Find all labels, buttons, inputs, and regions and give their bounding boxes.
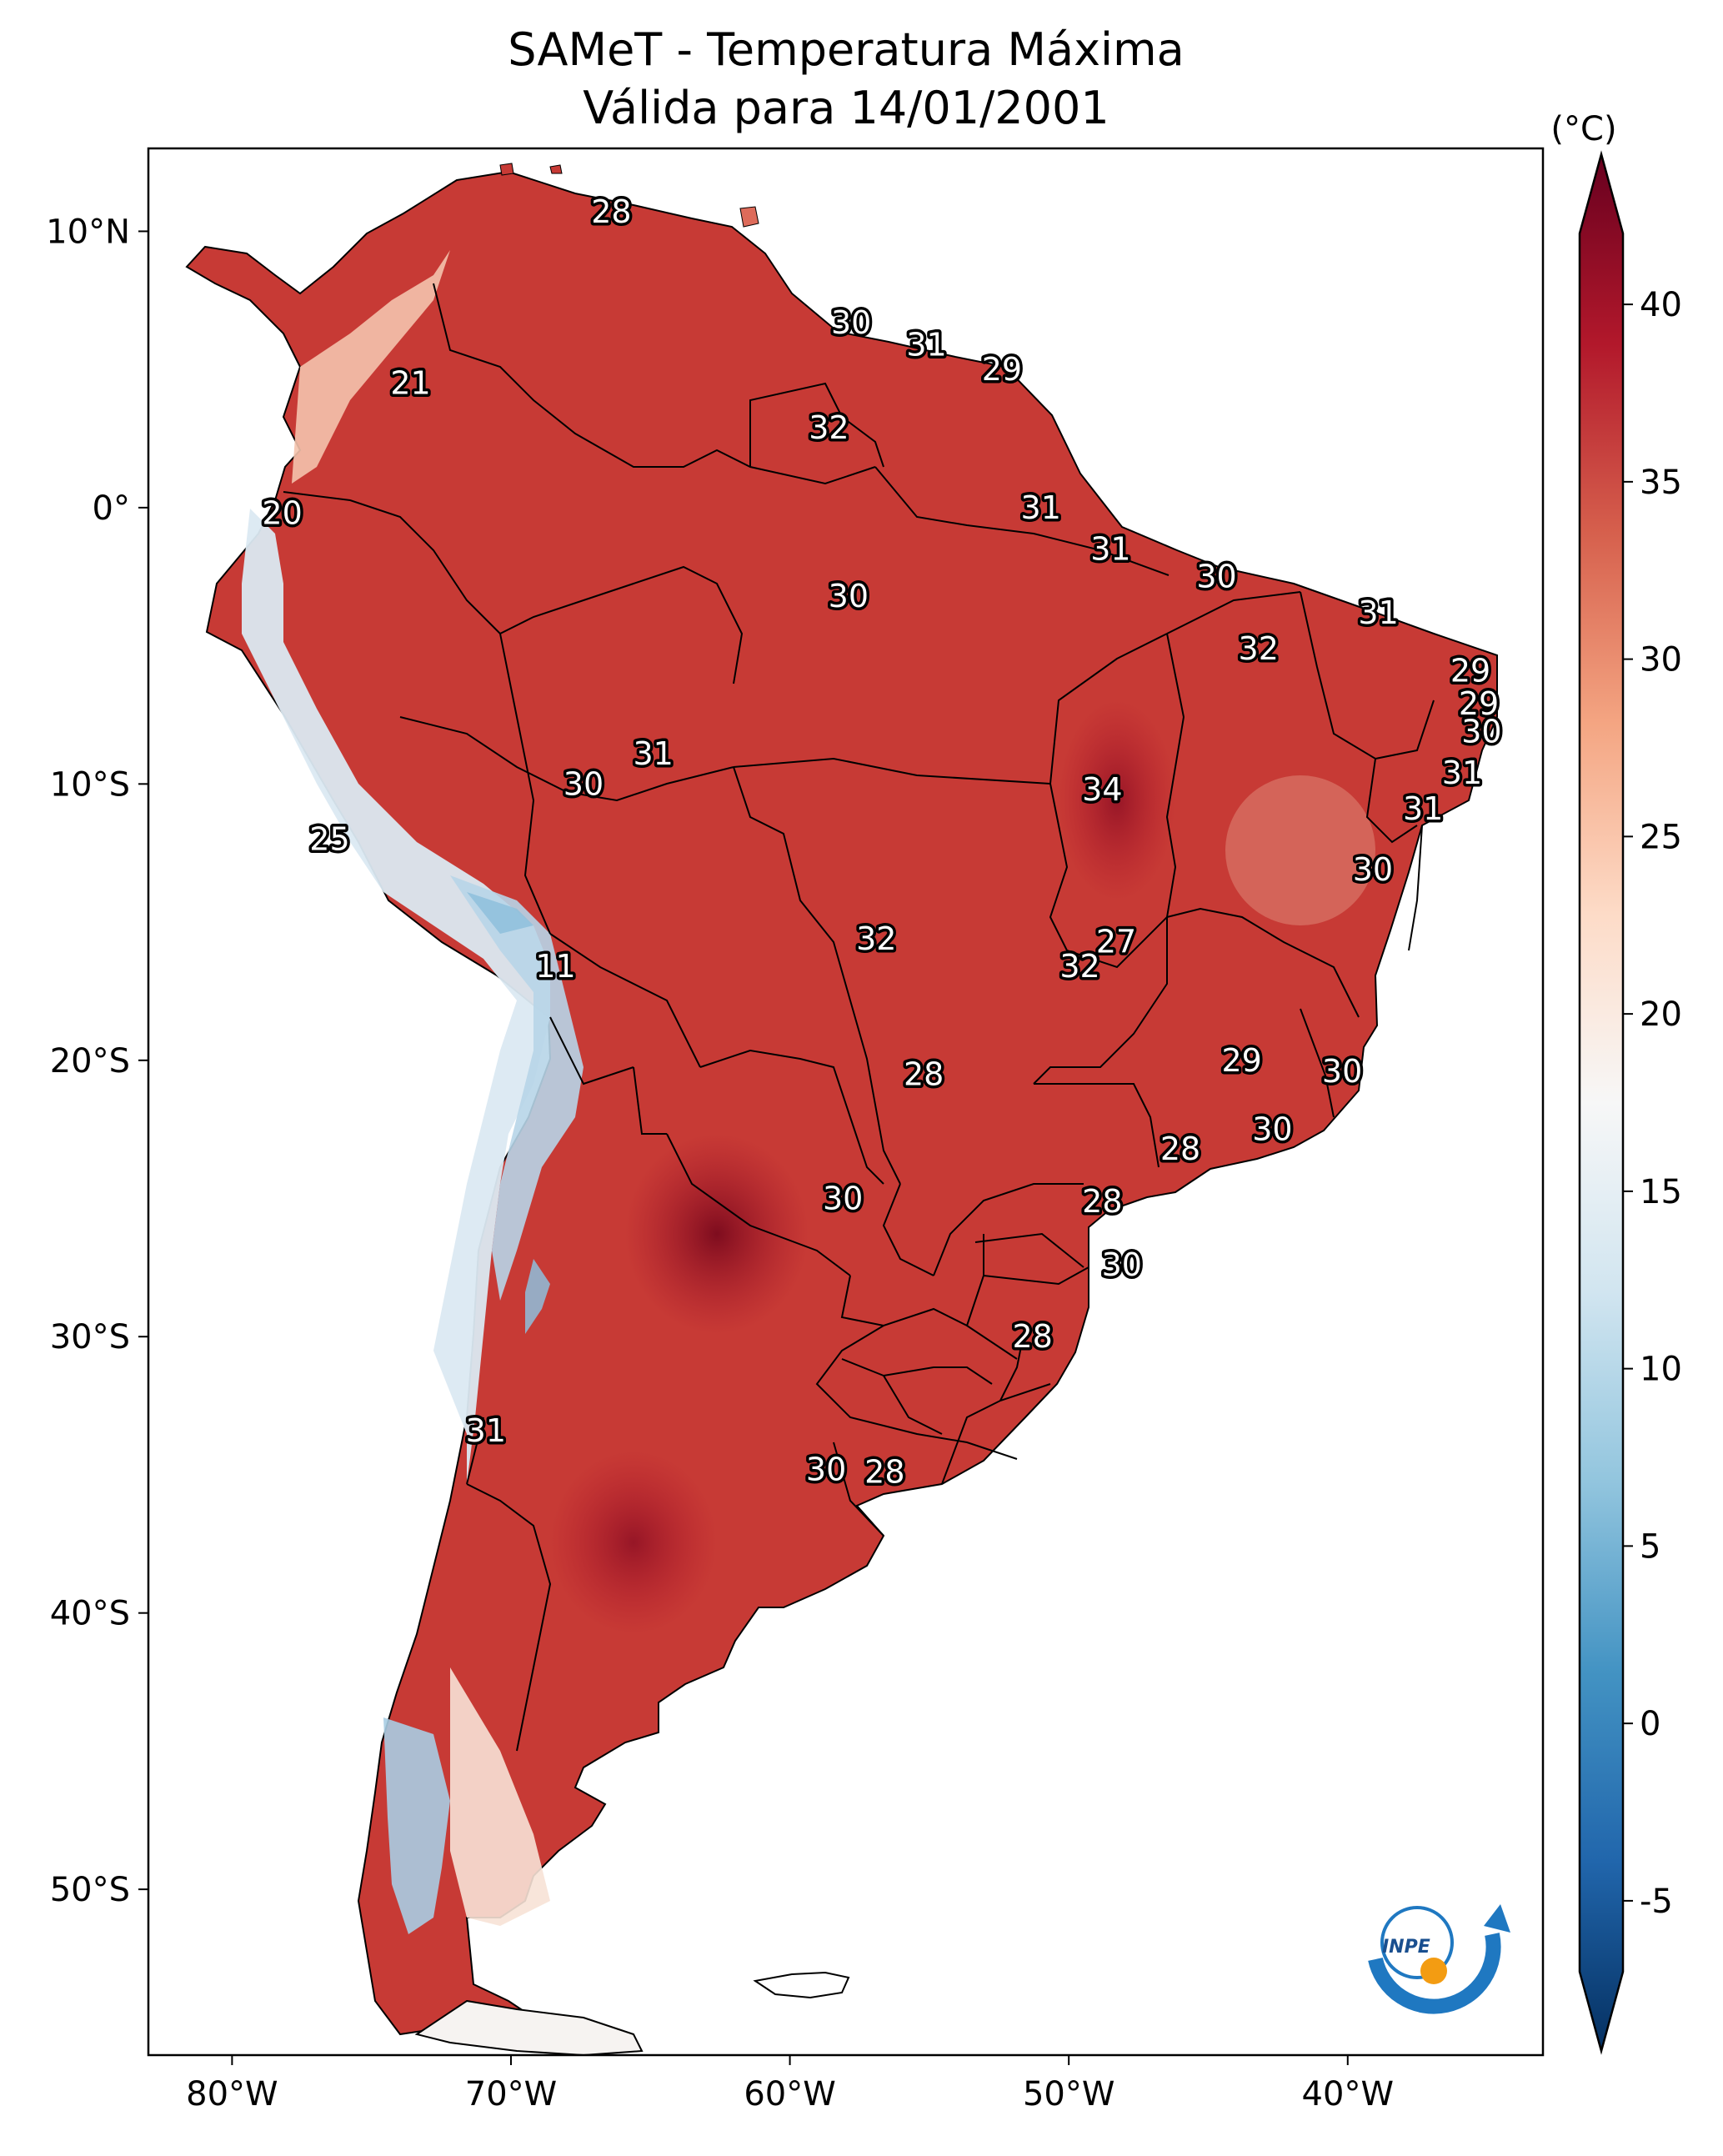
- contour-label: 31: [1090, 531, 1130, 568]
- lon-tick-label: 50°W: [1023, 2075, 1114, 2113]
- chaco-hotspot: [625, 1134, 809, 1334]
- contour-label: 30: [1196, 559, 1236, 595]
- patagonia-cold: [383, 1717, 450, 1934]
- lon-tick-label: 40°W: [1302, 2075, 1394, 2113]
- contour-label: 29: [1459, 685, 1499, 722]
- colorbar-ticks: 40 35 30 25 20 15 10 5 0 -5: [1623, 286, 1682, 1921]
- lat-tick-label: 40°S: [50, 1595, 130, 1633]
- colorbar-tick-label: 10: [1640, 1351, 1682, 1389]
- contour-label: 30: [831, 304, 871, 341]
- contour-label: 28: [591, 193, 631, 230]
- contour-label: 20: [262, 495, 302, 532]
- contour-label: 28: [1013, 1318, 1053, 1355]
- contour-label: 30: [806, 1451, 846, 1487]
- contour-label: 31: [1403, 790, 1443, 827]
- lat-tick-label: 10°S: [50, 765, 130, 804]
- contour-label: 32: [856, 920, 896, 957]
- lat-tick-label: 50°S: [50, 1871, 130, 1909]
- tierra-del-fuego: [414, 1999, 644, 2055]
- contour-label: 34: [1082, 771, 1122, 808]
- contour-label: 31: [633, 735, 673, 772]
- lon-tick-label: 70°W: [465, 2075, 557, 2113]
- lat-tick-label: 10°N: [46, 213, 130, 251]
- colorbar: 40 35 30 25 20 15 10 5 0 -5 (°C): [1550, 110, 1682, 2055]
- contour-label: 11: [535, 948, 575, 985]
- contour-label: 30: [823, 1181, 863, 1217]
- contour-label: 30: [1322, 1053, 1362, 1090]
- inpe-logo-sun-icon: [1420, 1958, 1447, 1984]
- contour-label: 29: [1450, 652, 1490, 689]
- colorbar-body: [1578, 150, 1625, 2055]
- contour-label: 32: [1059, 948, 1099, 985]
- andes-cold-band: [242, 509, 550, 1484]
- inpe-logo-orbit-icon: [1380, 1906, 1454, 1979]
- lat-tick-label: 20°S: [50, 1042, 130, 1081]
- longitude-ticks: 80°W 70°W 60°W 50°W 40°W: [186, 2055, 1394, 2113]
- contour-label: 31: [906, 326, 946, 363]
- inpe-logo-text: INPE: [1382, 1937, 1430, 1958]
- falkland-islands: [753, 1971, 850, 1999]
- contour-label: 28: [1082, 1183, 1122, 1220]
- contour-label: 31: [466, 1412, 506, 1449]
- lat-tick-label: 30°S: [50, 1318, 130, 1356]
- colorbar-tick-label: 30: [1640, 641, 1682, 679]
- political-boundaries: [283, 283, 1435, 1752]
- contour-label: 30: [1353, 851, 1393, 888]
- colorbar-tick-label: -5: [1640, 1883, 1673, 1921]
- contour-label: 21: [390, 365, 430, 402]
- colorbar-tick-label: 25: [1640, 818, 1682, 856]
- colorbar-tick-label: 35: [1640, 464, 1682, 502]
- inpe-logo-arrow-icon: [1484, 1904, 1510, 1933]
- altiplano-cold: [450, 875, 584, 1301]
- patagonia-cool: [450, 1667, 550, 1926]
- contour-label: 29: [1221, 1042, 1261, 1079]
- bahia-cooler: [1225, 775, 1375, 925]
- contour-label: 28: [904, 1055, 944, 1092]
- pampas-hotspot: [550, 1451, 717, 1634]
- contour-label: 30: [1461, 713, 1501, 750]
- colorbar-tick-label: 40: [1640, 286, 1682, 324]
- tocantins-hotspot: [1059, 700, 1175, 900]
- contour-label: 30: [563, 765, 604, 802]
- inpe-logo: INPE: [1368, 1904, 1510, 2014]
- south-america-landmass: [185, 170, 1498, 2036]
- latitude-ticks: 10°N 0° 10°S 20°S 30°S 40°S 50°S: [46, 213, 148, 1909]
- lon-tick-label: 60°W: [744, 2075, 835, 2113]
- contour-label: 28: [864, 1454, 904, 1491]
- title-line-2: Válida para 14/01/2001: [583, 82, 1109, 134]
- contour-label: 30: [1102, 1246, 1142, 1283]
- contour-label: 30: [1252, 1111, 1292, 1148]
- colorbar-tick-label: 15: [1640, 1173, 1682, 1211]
- lat-tick-label: 0°: [93, 489, 130, 528]
- colorbar-unit-label: (°C): [1550, 110, 1616, 148]
- inpe-logo-arc-icon: [1368, 1933, 1501, 2014]
- contour-label: 31: [1442, 755, 1482, 791]
- colorbar-tick-label: 0: [1640, 1705, 1660, 1743]
- contour-label: 29: [982, 351, 1022, 388]
- contour-label: 25: [309, 821, 349, 858]
- caribbean-islands: [499, 163, 563, 176]
- colorbar-tick-label: 20: [1640, 995, 1682, 1034]
- contour-label: 30: [829, 578, 869, 614]
- colombia-andes-cool: [292, 250, 450, 484]
- contour-label: 32: [809, 409, 849, 446]
- contour-label: 27: [1096, 923, 1136, 960]
- contour-label: 31: [1021, 489, 1061, 526]
- trinidad: [739, 206, 759, 228]
- colorbar-tick-label: 5: [1640, 1527, 1660, 1566]
- title-line-1: SAMeT - Temperatura Máxima: [508, 23, 1184, 76]
- altiplano-coldest: [467, 892, 550, 1334]
- map-frame: [147, 147, 1545, 2057]
- contour-label: 31: [1358, 594, 1398, 631]
- contour-label: 32: [1239, 630, 1279, 667]
- lon-tick-label: 80°W: [186, 2075, 278, 2113]
- contour-label: 28: [1160, 1131, 1200, 1167]
